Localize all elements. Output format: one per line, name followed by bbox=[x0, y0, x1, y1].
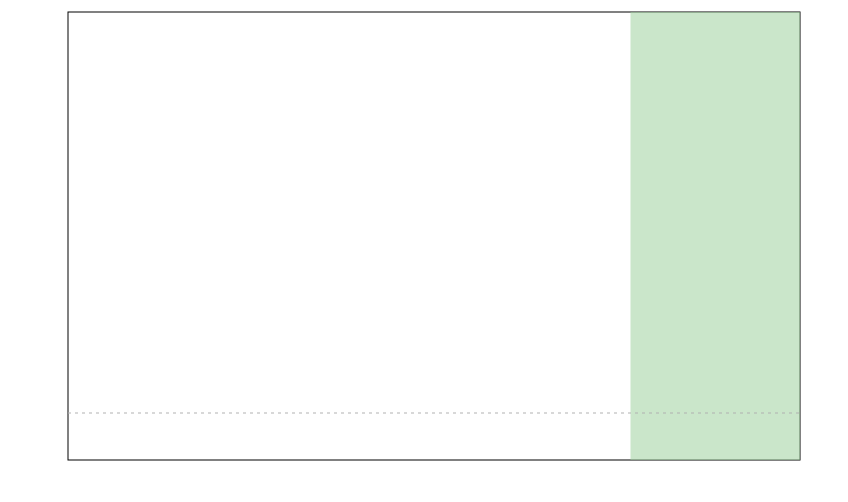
price-chart bbox=[0, 0, 848, 502]
highlight-region bbox=[630, 12, 800, 460]
